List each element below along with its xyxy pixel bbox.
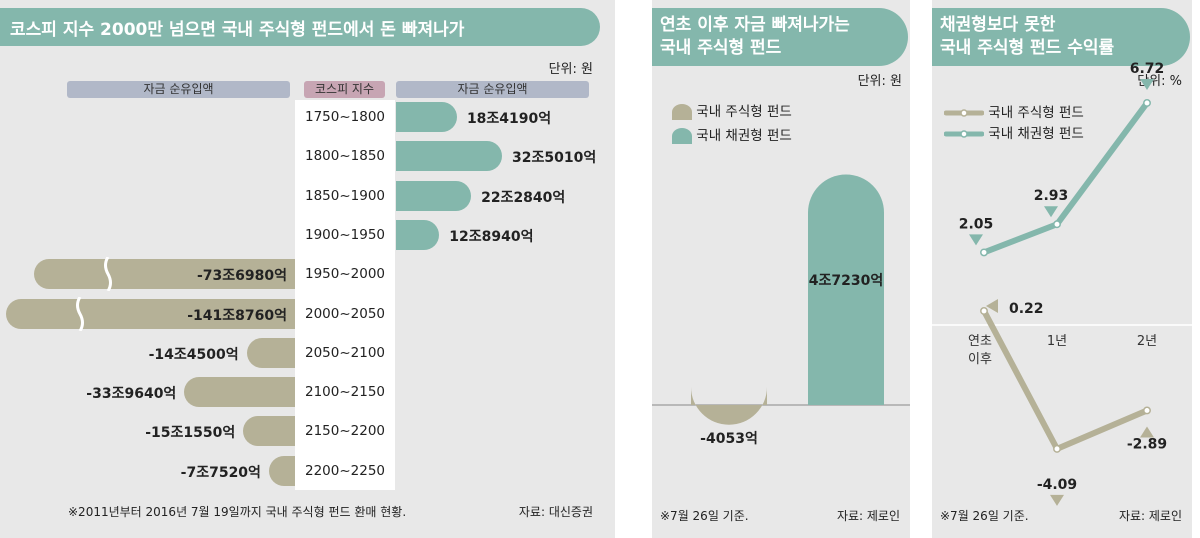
bar-value-label: 4조7230억	[809, 273, 883, 289]
value-pointer-triangle	[1140, 426, 1154, 438]
panel3-title: 채권형보다 못한 국내 주식형 펀드 수익률	[932, 8, 1190, 66]
panel2-legend-equity: 국내 주식형 펀드	[672, 100, 792, 120]
panel2-bar-chart: -4053억 4조7230억	[652, 174, 910, 447]
axis-break-mark	[76, 296, 84, 331]
equity-return-line	[981, 307, 1150, 452]
flow-value-label: -33조9640억	[86, 386, 177, 403]
panel3-legend-bond-label: 국내 채권형 펀드	[988, 126, 1084, 142]
kospi-range-label: 1900~1950	[304, 226, 386, 243]
outflow-bar	[243, 416, 295, 447]
kospi-range-label: 1950~2000	[304, 266, 386, 283]
panel2-legend-bond-label: 국내 채권형 펀드	[696, 128, 792, 144]
equity-fund-bar	[691, 386, 767, 425]
value-label: -4.09	[1037, 477, 1077, 493]
kospi-range-label: 1750~1800	[304, 109, 386, 125]
x-tick-label: 이후	[968, 352, 992, 367]
flow-value-label: 18조4190억	[466, 111, 552, 127]
panel-returns: 채권형보다 못한 국내 주식형 펀드 수익률 단위: % 국내 주식형 펀드 국…	[932, 0, 1192, 538]
equity-legend-swatch	[672, 104, 692, 120]
kospi-range-label: 2150~2200	[304, 423, 386, 440]
flow-value-label: 22조2840억	[481, 189, 566, 206]
panel2-unit: 단위: 원	[857, 74, 902, 89]
panel3-source: 자료: 제로인	[1118, 509, 1182, 523]
panel3-footnote: ※7월 26일 기준.	[940, 509, 1029, 523]
inflow-bar	[396, 219, 440, 250]
x-tick-label: 1년	[1047, 334, 1067, 349]
panel3-title-line1: 채권형보다 못한	[940, 15, 1056, 35]
outflow-bar	[6, 298, 295, 329]
inflow-bar	[396, 141, 502, 172]
inflow-bar	[396, 180, 472, 211]
panel3-title-line2: 국내 주식형 펀드 수익률	[940, 38, 1115, 58]
outflow-bar	[34, 259, 295, 290]
panel1-footnote: ※2011년부터 2016년 7월 19일까지 국내 주식형 펀드 환매 현황.	[68, 505, 407, 519]
left-column-header: 자금 순유입액	[67, 81, 290, 98]
flow-value-label: -7조7520억	[180, 464, 261, 481]
flow-value-label: 32조5010억	[512, 150, 597, 167]
right-column-header: 자금 순유입액	[396, 81, 589, 98]
panel-ytd-flows: 연초 이후 자금 빠져나가는 국내 주식형 펀드 단위: 원 국내 주식형 펀드…	[652, 0, 910, 538]
bond-return-line	[981, 99, 1150, 256]
value-label: 2.05	[959, 216, 994, 232]
kospi-range-label: 1850~1900	[304, 187, 386, 204]
bond-legend-line-marker	[943, 130, 985, 138]
data-point	[980, 248, 988, 257]
value-pointer-triangle	[1044, 206, 1058, 218]
kospi-axis-column	[295, 100, 395, 490]
panel2-legend-bond: 국내 채권형 펀드	[672, 124, 792, 144]
data-point	[980, 307, 988, 315]
flow-value-label: -141조8760억	[187, 307, 287, 324]
flow-value-label: -14조4500억	[148, 346, 239, 363]
panel1-unit: 단위: 원	[548, 62, 593, 77]
outflow-bar	[246, 337, 295, 368]
data-point	[1053, 220, 1061, 229]
kospi-range-label: 2050~2100	[304, 344, 386, 361]
kospi-range-label: 1800~1850	[304, 148, 386, 165]
panel-kospi-flows: 코스피 지수 2000만 넘으면 국내 주식형 펀드에서 돈 빠져나가 단위: …	[0, 0, 615, 538]
panel2-title-line2: 국내 주식형 펀드	[660, 38, 782, 58]
value-pointer-triangle	[1140, 78, 1154, 90]
data-point	[1143, 99, 1151, 107]
value-pointer-triangle	[1050, 494, 1064, 506]
data-point	[1053, 444, 1061, 453]
value-label: 0.22	[1009, 301, 1044, 317]
value-label: 6.72	[1130, 61, 1165, 77]
kospi-range-label: 2100~2150	[304, 384, 386, 401]
panel1-title: 코스피 지수 2000만 넘으면 국내 주식형 펀드에서 돈 빠져나가	[0, 8, 600, 46]
panel2-legend-equity-label: 국내 주식형 펀드	[696, 104, 792, 120]
panel2-footnote: ※7월 26일 기준.	[660, 509, 749, 523]
flow-value-label: 12조8940억	[449, 228, 534, 245]
panel1-source: 자료: 대신증권	[518, 505, 593, 519]
kospi-range-label: 2000~2050	[304, 305, 386, 322]
bar-value-label: -4053억	[700, 431, 758, 447]
x-tick-label: 연초	[968, 334, 992, 349]
value-label: -2.89	[1127, 436, 1167, 452]
value-label: 2.93	[1034, 188, 1069, 204]
value-pointer-triangle	[986, 298, 998, 313]
flow-value-label: -73조6980억	[196, 268, 287, 285]
panel2-title: 연초 이후 자금 빠져나가는 국내 주식형 펀드	[652, 8, 908, 66]
kospi-column-header: 코스피 지수	[304, 81, 385, 98]
panel3-legend-equity-label: 국내 주식형 펀드	[988, 105, 1084, 121]
panel2-source: 자료: 제로인	[836, 509, 900, 523]
axis-break-mark	[104, 257, 112, 292]
panel3-legend-bond: 국내 채권형 펀드	[943, 122, 1084, 142]
panel3-legend-equity: 국내 주식형 펀드	[943, 101, 1084, 121]
flow-value-label: -15조1550억	[145, 425, 236, 442]
bond-legend-swatch	[672, 128, 692, 144]
bond-fund-bar	[808, 174, 884, 405]
inflow-bar	[396, 102, 457, 132]
data-point	[1143, 406, 1151, 415]
x-tick-label: 2년	[1137, 334, 1157, 349]
equity-legend-line-marker	[943, 109, 985, 117]
outflow-bar	[268, 455, 295, 486]
kospi-range-label: 2200~2250	[304, 462, 386, 479]
panel2-title-line1: 연초 이후 자금 빠져나가는	[660, 15, 850, 35]
value-pointer-triangle	[969, 234, 983, 246]
outflow-bar	[184, 377, 295, 408]
